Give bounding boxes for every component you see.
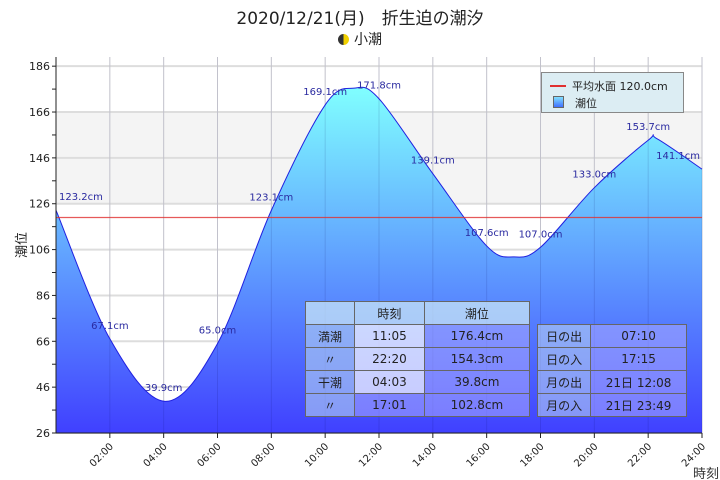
row-time: 17:01 xyxy=(354,393,425,417)
data-label: 169.1cm xyxy=(303,87,347,98)
row-level: 176.4cm xyxy=(423,324,531,348)
y-axis-label: 潮位 xyxy=(15,232,30,258)
row-type: 〃 xyxy=(304,393,356,417)
legend: 平均水面 120.0cm 潮位 xyxy=(541,72,684,113)
legend-mean-label: 平均水面 120.0cm xyxy=(572,80,668,93)
y-tick-label: 46 xyxy=(36,381,50,394)
data-label: 133.0cm xyxy=(572,170,616,181)
y-tick-label: 126 xyxy=(29,198,50,211)
row-level: 102.8cm xyxy=(423,393,531,417)
data-label: 65.0cm xyxy=(199,326,237,337)
tide-table: 時刻 潮位 満潮 11:05 176.4cm 〃 22:20 154.3cm 干潮 04:0… xyxy=(304,301,531,417)
legend-tide-label: 潮位 xyxy=(575,97,597,110)
header-level: 潮位 xyxy=(423,301,531,325)
tide-line xyxy=(55,86,703,402)
moon-phase-icon xyxy=(338,34,349,45)
event-label: 月の出 xyxy=(536,370,592,394)
header-blank xyxy=(304,301,356,325)
y-tick-label: 66 xyxy=(36,335,50,348)
data-label: 123.1cm xyxy=(249,192,293,203)
event-time: 21日 12:08 xyxy=(590,370,687,394)
event-label: 日の入 xyxy=(536,347,592,371)
y-tick-label: 86 xyxy=(36,289,50,302)
tide-type: 小潮 xyxy=(0,29,720,49)
y-tick-label: 106 xyxy=(29,244,50,257)
row-time: 11:05 xyxy=(354,324,425,348)
y-tick-label: 186 xyxy=(29,60,50,73)
x-tick-label: 20:00 xyxy=(572,441,600,469)
x-tick-label: 22:00 xyxy=(626,441,654,469)
row-type: 満潮 xyxy=(304,324,356,348)
data-label: 153.7cm xyxy=(626,122,670,133)
row-time: 22:20 xyxy=(354,347,425,371)
sun-moon-table: 日の出 07:10 日の入 17:15 月の出 21日 12:08 月の入 21日 23… xyxy=(536,324,687,417)
x-tick-label: 12:00 xyxy=(357,441,385,469)
data-label: 107.0cm xyxy=(519,229,563,240)
data-label: 141.1cm xyxy=(656,151,700,162)
x-tick-label: 06:00 xyxy=(195,441,223,469)
x-tick-label: 18:00 xyxy=(518,441,546,469)
x-axis-label: 時刻 xyxy=(693,467,719,480)
x-tick-label: 02:00 xyxy=(88,441,116,469)
data-label: 171.8cm xyxy=(357,81,401,92)
data-label: 123.2cm xyxy=(59,192,103,203)
event-label: 月の入 xyxy=(536,393,592,417)
row-level: 39.8cm xyxy=(423,370,531,394)
chart-title: 2020/12/21(月) 折生迫の潮汐 xyxy=(236,9,484,29)
x-tick-label: 14:00 xyxy=(411,441,439,469)
y-tick-label: 166 xyxy=(29,106,50,119)
row-type: 干潮 xyxy=(304,370,356,394)
data-label: 139.1cm xyxy=(411,156,455,167)
y-tick-label: 26 xyxy=(36,427,50,440)
data-label: 39.9cm xyxy=(145,383,183,394)
event-time: 17:15 xyxy=(590,347,687,371)
tide-swatch xyxy=(553,96,564,108)
x-tick-label: 10:00 xyxy=(303,441,331,469)
x-tick-label: 24:00 xyxy=(680,441,708,469)
row-time: 04:03 xyxy=(354,370,425,394)
x-tick-label: 04:00 xyxy=(142,441,170,469)
y-tick-label: 146 xyxy=(29,152,50,165)
event-time: 07:10 xyxy=(590,324,687,348)
event-label: 日の出 xyxy=(536,324,592,348)
row-type: 〃 xyxy=(304,347,356,371)
header-time: 時刻 xyxy=(354,301,425,325)
mean-line-swatch xyxy=(550,85,566,87)
x-tick-label: 16:00 xyxy=(465,441,493,469)
data-label: 67.1cm xyxy=(91,321,129,332)
data-label: 107.6cm xyxy=(465,228,509,239)
event-time: 21日 23:49 xyxy=(590,393,687,417)
x-tick-label: 08:00 xyxy=(249,441,277,469)
row-level: 154.3cm xyxy=(423,347,531,371)
tide-type-label: 小潮 xyxy=(354,32,382,48)
